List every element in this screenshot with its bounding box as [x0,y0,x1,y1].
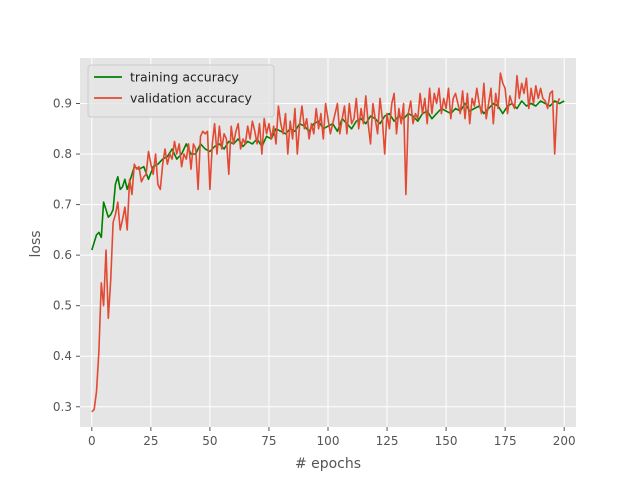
legend: training accuracy validation accuracy [87,64,275,118]
x-axis-ticks: 0 25 50 75 100 125 150 175 200 [88,427,576,448]
y-tick-label: 0.4 [53,349,72,363]
y-tick-label: 0.5 [53,299,72,313]
y-tick-label: 0.8 [53,147,72,161]
y-tick-label: 0.3 [53,400,72,414]
y-tick-label: 0.6 [53,248,72,262]
x-tick-label: 150 [435,434,458,448]
y-tick-label: 0.9 [53,96,72,110]
series-lines [91,72,565,413]
legend-box [87,64,275,118]
x-tick-label: 75 [261,434,276,448]
x-tick-label: 0 [88,434,96,448]
x-tick-label: 100 [317,434,340,448]
x-tick-label: 50 [202,434,217,448]
series-line-2 [91,72,561,413]
y-axis-ticks: 0.3 0.4 0.5 0.6 0.7 0.8 0.9 [53,96,80,414]
x-tick-label: 25 [143,434,158,448]
x-tick-label: 175 [494,434,517,448]
legend-label: validation accuracy [130,91,253,106]
legend-label: training accuracy [130,70,239,85]
x-tick-label: 200 [553,434,576,448]
y-tick-label: 0.7 [53,198,72,212]
x-axis-label: # epochs [295,456,361,472]
y-axis-label: loss [28,230,44,257]
x-tick-label: 125 [376,434,399,448]
